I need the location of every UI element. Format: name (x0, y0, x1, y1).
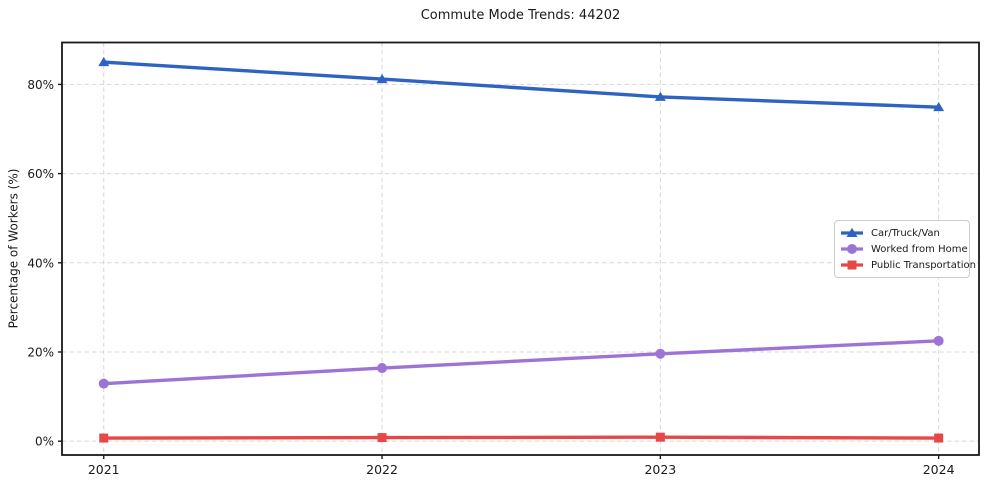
x-tick-label-2022: 2022 (366, 462, 398, 477)
x-tick-label-2024: 2024 (923, 462, 955, 477)
legend-sample-circle-icon (841, 244, 863, 254)
marker-triangle-up-car-truck-van-2023 (654, 91, 666, 101)
legend-label: Car/Truck/Van (871, 227, 940, 239)
marker-square-public-transportation-2023 (655, 432, 665, 442)
legend-sample-marker-public-transportation (847, 260, 857, 270)
y-tick-label-40: 40% (27, 256, 54, 270)
marker-triangle-up-car-truck-van-2024 (933, 101, 945, 112)
y-tick-label-60: 60% (27, 167, 54, 181)
y-tick-label-0: 0% (35, 435, 54, 449)
legend-sample-marker-car-truck-van (846, 227, 858, 237)
series-line-worked-from-home (102, 339, 941, 386)
x-tick-label-2021: 2021 (88, 462, 120, 477)
legend-item-public-transportation: Public Transportation (841, 257, 976, 273)
marker-circle-worked-from-home-2021 (98, 378, 109, 389)
marker-circle-worked-from-home-2022 (377, 363, 388, 374)
chart-title: Commute Mode Trends: 44202 (420, 8, 621, 23)
marker-circle-worked-from-home-2023 (655, 348, 666, 359)
legend-sample-square-icon (841, 260, 863, 270)
marker-square-public-transportation-2024 (934, 433, 944, 443)
legend: Car/Truck/Van Worked from Home Public Tr… (834, 220, 976, 278)
legend-sample-triangle-icon (841, 227, 863, 237)
y-tick-label-80: 80% (27, 78, 54, 92)
y-tick-label-20: 20% (27, 345, 54, 359)
marker-triangle-up-car-truck-van-2022 (376, 73, 388, 84)
series-line-public-transportation (102, 435, 941, 440)
legend-label: Public Transportation (871, 259, 976, 271)
plot-border (61, 41, 980, 456)
marker-square-public-transportation-2022 (377, 433, 387, 443)
marker-square-public-transportation-2021 (99, 433, 109, 443)
legend-label: Worked from Home (871, 243, 968, 255)
legend-sample-marker-worked-from-home (847, 244, 857, 254)
legend-item-worked-from-home: Worked from Home (841, 241, 968, 257)
legend-item-car-truck-van: Car/Truck/Van (841, 225, 963, 241)
x-tick-label-2023: 2023 (644, 462, 676, 477)
marker-triangle-up-car-truck-van-2021 (98, 56, 110, 67)
series-line-car-truck-van (102, 60, 941, 109)
marker-circle-worked-from-home-2024 (933, 335, 944, 346)
